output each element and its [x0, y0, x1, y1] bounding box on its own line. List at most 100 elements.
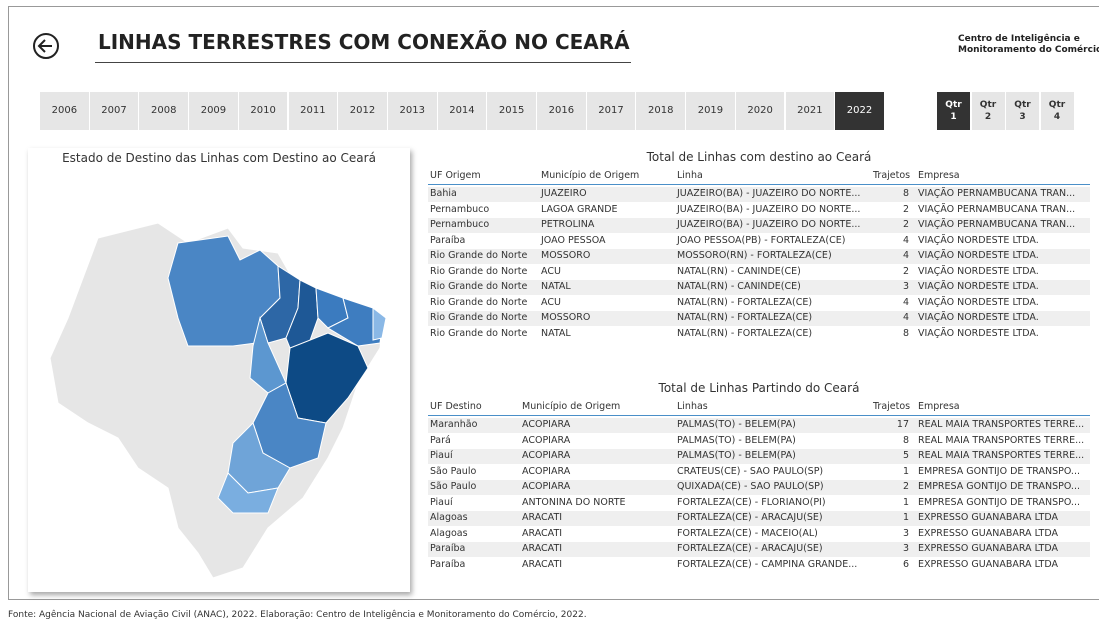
- year-button[interactable]: 2021: [785, 92, 836, 130]
- table-cell: ARACATI: [522, 543, 563, 554]
- year-button[interactable]: 2011: [288, 92, 339, 130]
- table-cell: 4: [902, 234, 909, 246]
- column-header[interactable]: Empresa: [918, 170, 960, 181]
- table-cell: Maranhão: [430, 419, 478, 430]
- column-header[interactable]: Município de Origem: [541, 170, 640, 181]
- table-cell: São Paulo: [430, 481, 477, 492]
- quarter-button[interactable]: [971, 92, 1005, 130]
- table-cell: VIAÇÃO NORDESTE LTDA.: [918, 265, 1039, 277]
- year-button[interactable]: 2009: [189, 92, 239, 130]
- table-cell: Alagoas: [430, 512, 468, 523]
- table-cell: ARACATI: [522, 512, 563, 523]
- table-cell: Bahia: [430, 188, 457, 199]
- table-cell: FORTALEZA(CE) - CAMPINA GRANDE...: [677, 558, 858, 570]
- table-cell: ACOPIARA: [522, 419, 571, 430]
- table-cell: Paraíba: [430, 234, 466, 246]
- column-header[interactable]: UF Origem: [430, 170, 481, 181]
- footer-source: Fonte: Agência Nacional de Aviação Civil…: [8, 610, 587, 620]
- table-cell: Rio Grande do Norte: [430, 327, 528, 339]
- year-button[interactable]: 2006: [40, 92, 90, 130]
- table-cell: Piauí: [430, 496, 453, 508]
- year-button[interactable]: 2022: [835, 92, 885, 130]
- table-cell: VIAÇÃO NORDESTE LTDA.: [918, 296, 1039, 308]
- column-header[interactable]: Trajetos: [873, 401, 911, 412]
- page-title: LINHAS TERRESTRES COM CONEXÃO NO CEARÁ: [98, 30, 630, 54]
- table-cell: EMPRESA GONTIJO DE TRANSPO...: [918, 465, 1080, 477]
- table-cell: MOSSORO(RN) - FORTALEZA(CE): [677, 250, 832, 261]
- column-header[interactable]: Empresa: [918, 401, 960, 412]
- back-button[interactable]: [30, 30, 62, 62]
- year-button[interactable]: 2014: [437, 92, 488, 130]
- table-cell: 17: [896, 419, 909, 430]
- title-underline: [95, 62, 631, 63]
- table-cell: 3: [902, 527, 909, 539]
- table-cell: ACU: [541, 265, 561, 277]
- year-button[interactable]: 2007: [89, 92, 140, 130]
- map: [49, 222, 387, 579]
- row-band: [428, 418, 1090, 433]
- org-name: Monitoramento do Comércio: [958, 45, 1099, 55]
- table-title: Total de Linhas Partindo do Ceará: [658, 381, 860, 395]
- quarter-button[interactable]: [1006, 92, 1039, 130]
- year-button[interactable]: 2018: [636, 92, 687, 130]
- table-cell: VIAÇÃO PERNAMBUCANA TRAN...: [918, 188, 1076, 199]
- table-cell: 8: [902, 434, 909, 446]
- table-cell: QUIXADA(CE) - SAO PAULO(SP): [677, 481, 824, 492]
- year-button[interactable]: 2013: [387, 92, 438, 130]
- column-header[interactable]: UF Destino: [430, 401, 482, 412]
- quarter-button[interactable]: [937, 92, 970, 130]
- table-cell: NATAL(RN) - CANINDE(CE): [677, 265, 801, 277]
- year-button[interactable]: 2016: [537, 92, 587, 130]
- table-cell: 4: [902, 312, 909, 323]
- year-button[interactable]: 2010: [238, 92, 289, 130]
- table-cell: VIAÇÃO PERNAMBUCANA TRAN...: [918, 219, 1076, 230]
- table-cell: REAL MAIA TRANSPORTES TERRE...: [918, 450, 1085, 461]
- table-cell: ACU: [541, 296, 561, 308]
- table-cell: NATAL(RN) - CANINDE(CE): [677, 281, 801, 292]
- table-cell: NATAL: [541, 327, 571, 339]
- table-cell: NATAL(RN) - FORTALEZA(CE): [677, 312, 813, 323]
- table-cell: JUAZEIRO(BA) - JUAZEIRO DO NORTE...: [677, 219, 861, 230]
- table-cell: 4: [902, 250, 909, 261]
- table-cell: Pernambuco: [430, 203, 490, 215]
- table-cell: ACOPIARA: [522, 450, 571, 461]
- table-cell: FORTALEZA(CE) - ARACAJU(SE): [677, 512, 823, 523]
- table-cell: Rio Grande do Norte: [430, 265, 528, 277]
- year-button[interactable]: 2008: [139, 92, 190, 130]
- quarter-button[interactable]: [1040, 92, 1074, 130]
- table-cell: 2: [902, 481, 909, 492]
- org-name: Centro de Inteligência e: [958, 34, 1080, 44]
- table-cell: EXPRESSO GUANABARA LTDA: [918, 558, 1059, 570]
- table-cell: FORTALEZA(CE) - MACEIO(AL): [677, 527, 818, 539]
- column-header[interactable]: Município de Origem: [522, 401, 621, 412]
- table-cell: Rio Grande do Norte: [430, 250, 528, 261]
- table-cell: LAGOA GRANDE: [541, 203, 618, 215]
- year-button[interactable]: 2017: [586, 92, 637, 130]
- table-cell: Pará: [430, 434, 451, 446]
- table-cell: Piauí: [430, 450, 453, 461]
- quarter-label: Qtr: [1048, 100, 1066, 110]
- table-cell: NATAL(RN) - FORTALEZA(CE): [677, 296, 813, 308]
- table-cell: 3: [902, 543, 909, 554]
- table-cell: Paraíba: [430, 543, 466, 554]
- table-title: Total de Linhas com destino ao Ceará: [646, 150, 872, 164]
- column-header[interactable]: Linhas: [677, 401, 708, 412]
- table-cell: VIAÇÃO PERNAMBUCANA TRAN...: [918, 203, 1076, 215]
- row-band: [428, 187, 1090, 202]
- table-cell: 4: [902, 296, 909, 308]
- column-header[interactable]: Linha: [677, 170, 703, 181]
- column-header[interactable]: Trajetos: [873, 170, 911, 181]
- year-button[interactable]: 2019: [686, 92, 736, 130]
- table-cell: 3: [902, 281, 909, 292]
- quarter-label: Qtr: [1014, 100, 1031, 110]
- table-cell: EMPRESA GONTIJO DE TRANSPO...: [918, 481, 1080, 492]
- year-button[interactable]: 2012: [338, 92, 388, 130]
- table-cell: 8: [902, 327, 909, 339]
- year-button[interactable]: 2015: [487, 92, 537, 130]
- table-cell: 5: [902, 450, 909, 461]
- year-button[interactable]: 2020: [735, 92, 786, 130]
- table-cell: PALMAS(TO) - BELEM(PA): [677, 419, 796, 430]
- table-cell: ACOPIARA: [522, 465, 571, 477]
- table-cell: EXPRESSO GUANABARA LTDA: [918, 543, 1059, 554]
